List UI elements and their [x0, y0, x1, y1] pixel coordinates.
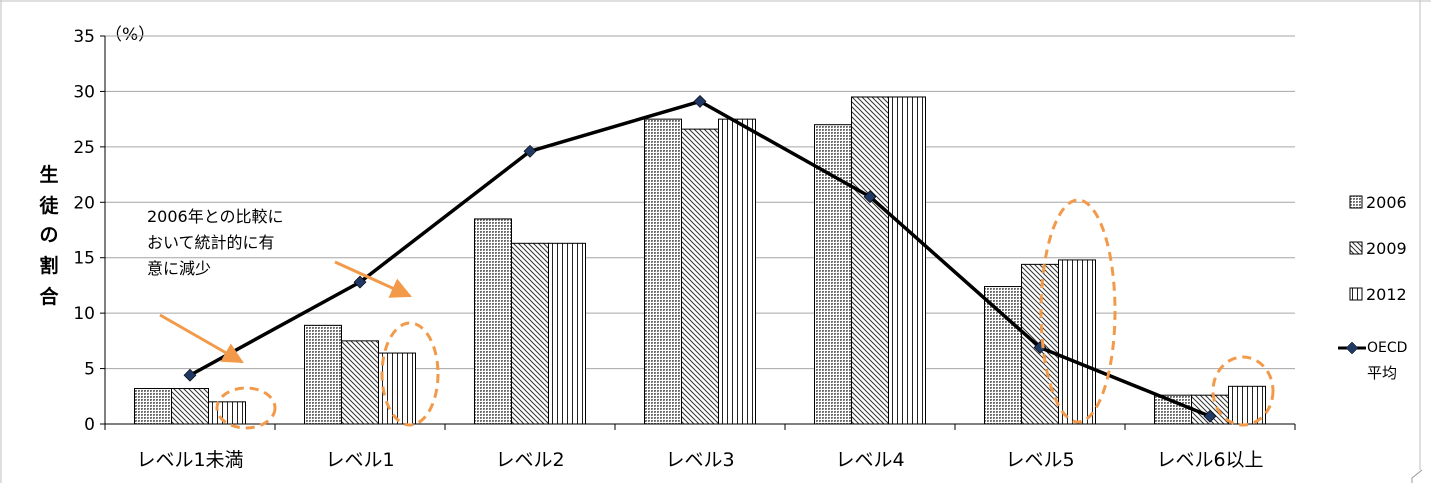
- bar-2009-4: [851, 96, 889, 425]
- y-unit: （%）: [105, 25, 155, 45]
- oecd-point-3: [693, 94, 707, 108]
- annotation-line: 意に減少: [147, 259, 211, 278]
- y-tick-label: 5: [84, 360, 95, 380]
- annotation-arrow-2: [334, 260, 412, 298]
- x-tick-label: レベル1: [325, 449, 394, 471]
- y-tick-label: 0: [84, 415, 95, 435]
- y-label-char: 合: [39, 285, 59, 308]
- legend-label-oecd-2: 平均: [1367, 364, 1397, 382]
- legend: 2006 2009 2012 OECD 平均: [1338, 193, 1407, 382]
- x-tick-label: レベル5: [1005, 449, 1074, 471]
- y-label-char: の: [39, 224, 58, 246]
- legend-label-2009: 2009: [1366, 239, 1407, 258]
- legend-swatch-2012: [1349, 287, 1363, 301]
- oecd-point-1: [353, 275, 367, 289]
- oecd-point-0: [183, 368, 197, 382]
- annotation-arrow-1: [159, 313, 244, 364]
- bar-2009-3: [681, 128, 719, 425]
- bar-2006-3: [644, 118, 682, 425]
- annotation-line: 2006年との比較に: [147, 207, 284, 226]
- bar-2012-4: [888, 96, 926, 425]
- x-tick-label: レベル2: [495, 449, 564, 471]
- y-tick-label: 25: [73, 138, 95, 158]
- bar-2009-1: [341, 340, 379, 425]
- highlight-ellipse-level1: [380, 321, 440, 427]
- highlight-ellipse-level6: [1211, 355, 1275, 427]
- annotation: 2006年との比較に おいて統計的に有 意に減少: [147, 207, 284, 278]
- y-tick-label: 10: [73, 304, 95, 324]
- x-tick-label: レベル6以上: [1156, 449, 1263, 471]
- legend-label-2012: 2012: [1366, 285, 1407, 304]
- bar-2012-1: [378, 352, 416, 425]
- legend-swatch-2006: [1349, 195, 1363, 209]
- x-tick-label: レベル1未満: [136, 449, 243, 471]
- x-tick-label: レベル3: [665, 449, 734, 471]
- legend-marker-oecd: [1345, 341, 1359, 355]
- annotation-line: おいて統計的に有: [147, 233, 275, 252]
- bar-2006-2: [474, 218, 512, 425]
- axes: [100, 35, 1296, 430]
- y-axis-label: 生 徒 の 割 合: [38, 163, 59, 308]
- corner-mark: [1411, 469, 1423, 483]
- y-label-char: 割: [39, 254, 58, 277]
- y-label-char: 生: [39, 163, 58, 186]
- x-tick-label: レベル4: [835, 449, 904, 471]
- y-tick-label: 15: [73, 249, 95, 269]
- bar-2006-0: [134, 388, 172, 425]
- y-tick-label: 20: [73, 193, 95, 213]
- oecd-line-series: [183, 94, 1217, 423]
- bar-2012-5: [1058, 259, 1096, 425]
- oecd-point-4: [863, 190, 877, 204]
- bar-2012-0: [208, 401, 246, 425]
- highlight-ellipse-level-below1: [215, 386, 277, 430]
- bar-2012-3: [718, 118, 756, 425]
- annotation-arrows: [159, 260, 412, 364]
- bar-2012-2: [548, 242, 586, 425]
- bars: [134, 96, 1266, 425]
- oecd-point-6: [1203, 409, 1217, 423]
- legend-label-oecd-1: OECD: [1367, 340, 1407, 356]
- y-label-char: 徒: [38, 194, 59, 217]
- highlight-ellipses: [215, 198, 1275, 430]
- legend-label-2006: 2006: [1366, 193, 1407, 212]
- bar-2006-5: [984, 286, 1022, 425]
- bar-2006-1: [304, 324, 342, 425]
- legend-swatch-2009: [1349, 241, 1363, 255]
- y-tick-labels: 0 5 10 15 20 25 30 35: [73, 27, 95, 435]
- x-tick-labels: レベル1未満 レベル1 レベル2 レベル3 レベル4 レベル5 レベル6以上: [136, 449, 1263, 471]
- highlight-ellipse-level5: [1039, 198, 1117, 424]
- bar-2009-2: [511, 242, 549, 425]
- y-tick-label: 35: [73, 27, 95, 47]
- bar-2009-0: [171, 388, 209, 425]
- y-tick-label: 30: [73, 82, 95, 102]
- oecd-point-2: [523, 144, 537, 158]
